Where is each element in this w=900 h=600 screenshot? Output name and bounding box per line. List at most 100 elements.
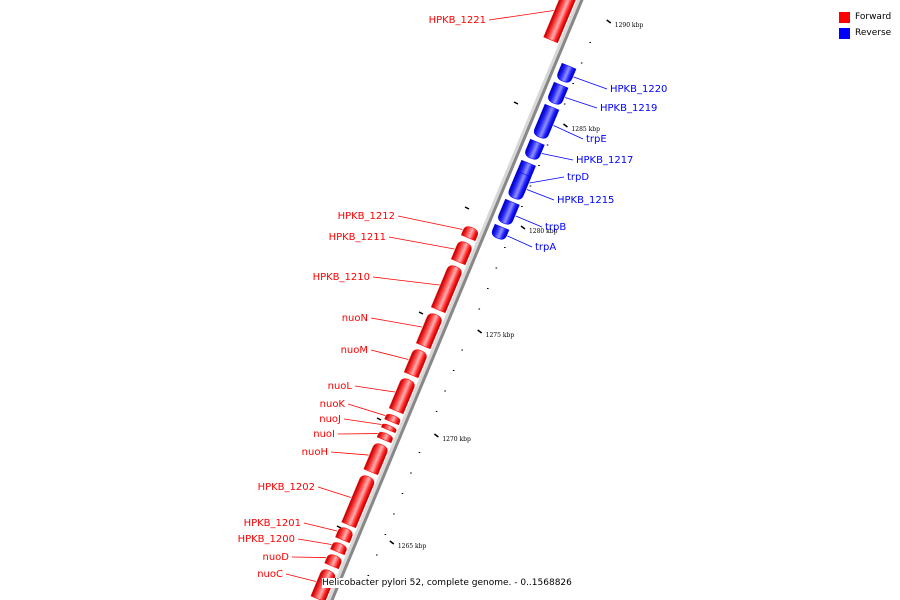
gene-label-hpkb-1211[interactable]: HPKB_1211 — [329, 232, 386, 243]
label-connector — [317, 486, 352, 498]
gene-nuol[interactable] — [388, 377, 416, 415]
minor-tick — [452, 370, 455, 371]
gene-hpkb-1219[interactable] — [547, 81, 569, 106]
minor-tick — [521, 206, 523, 207]
gene-hpkb-1220[interactable] — [556, 62, 577, 84]
gene-label-hpkb-1221[interactable]: HPKB_1221 — [429, 15, 486, 26]
tick-label: 1280 kbp — [529, 228, 558, 235]
gene-nuok[interactable] — [384, 413, 401, 426]
gene-arrow[interactable] — [547, 81, 569, 106]
gene-arrow[interactable] — [497, 198, 520, 226]
gene-hpkb-1217[interactable] — [524, 138, 545, 161]
label-connector — [553, 125, 584, 140]
gene-label-hpkb-1220[interactable]: HPKB_1220 — [610, 84, 667, 95]
gene-label-trpa[interactable]: trpA — [535, 242, 556, 253]
backbone-shadow — [327, 0, 582, 600]
gene-trpb[interactable] — [497, 198, 520, 226]
gene-arrow[interactable] — [363, 442, 389, 476]
gene-nuom[interactable] — [403, 348, 428, 379]
gene-hpkb-1215[interactable] — [507, 170, 532, 201]
minor-tick — [367, 575, 370, 576]
minor-tick — [376, 554, 378, 556]
gene-label-nuoc[interactable]: nuoC — [257, 569, 283, 580]
minor-tick — [589, 42, 592, 43]
minor-tick — [580, 62, 583, 64]
strand-tick — [336, 525, 342, 529]
label-connector — [372, 276, 440, 286]
gene-label-nuoi[interactable]: nuoI — [313, 429, 335, 440]
gene-hpkb-1201[interactable] — [335, 526, 354, 544]
gene-trpe[interactable] — [532, 103, 560, 140]
label-connector — [573, 76, 608, 90]
label-connector — [515, 215, 543, 228]
gene-label-hpkb-1200[interactable]: HPKB_1200 — [238, 534, 295, 545]
strand-tick — [418, 311, 424, 315]
gene-arrow[interactable] — [450, 240, 473, 266]
gene-arrow[interactable] — [415, 312, 443, 350]
gene-arrow[interactable] — [376, 431, 393, 444]
minor-tick — [393, 513, 395, 515]
gene-nuon[interactable] — [415, 312, 443, 350]
gene-trpa[interactable] — [490, 223, 510, 241]
gene-arrow[interactable] — [430, 264, 463, 314]
gene-arrow[interactable] — [490, 223, 510, 241]
gene-label-nuoj[interactable]: nuoJ — [319, 414, 341, 425]
gene-arrow[interactable] — [341, 474, 376, 529]
gene-nuoi[interactable] — [376, 431, 393, 444]
minor-tick — [478, 308, 481, 310]
gene-arrow[interactable] — [403, 348, 428, 379]
gene-arrow[interactable] — [330, 541, 348, 556]
gene-label-hpkb-1202[interactable]: HPKB_1202 — [258, 482, 315, 493]
gene-label-nuol[interactable]: nuoL — [328, 381, 353, 392]
label-connector — [370, 317, 422, 328]
gene-arrow[interactable] — [388, 377, 416, 415]
strand-tick — [513, 101, 519, 105]
gene-label-trpd[interactable]: trpD — [567, 172, 589, 183]
gene-label-hpkb-1201[interactable]: HPKB_1201 — [244, 518, 301, 529]
gene-nuoh[interactable] — [363, 442, 389, 476]
gene-label-nuok[interactable]: nuoK — [320, 399, 346, 410]
gene-label-hpkb-1219[interactable]: HPKB_1219 — [600, 103, 657, 114]
gene-label-nuon[interactable]: nuoN — [342, 313, 368, 324]
major-tick — [563, 123, 568, 128]
gene-label-hpkb-1215[interactable]: HPKB_1215 — [557, 195, 614, 206]
gene-hpkb-1221[interactable] — [543, 0, 580, 44]
tick-label: 1265 kbp — [398, 543, 427, 550]
gene-arrow[interactable] — [380, 423, 397, 434]
genome-backbone — [327, 0, 584, 600]
label-connector — [297, 538, 332, 545]
gene-label-nuod[interactable]: nuoD — [263, 552, 290, 563]
gene-arrow[interactable] — [460, 225, 479, 242]
minor-tick — [410, 472, 412, 474]
gene-arrow[interactable] — [507, 170, 532, 201]
gene-label-nuom[interactable]: nuoM — [341, 345, 368, 356]
gene-label-hpkb-1217[interactable]: HPKB_1217 — [576, 155, 633, 166]
gene-hpkb-1212[interactable] — [460, 225, 479, 242]
gene-arrow[interactable] — [543, 0, 580, 44]
gene-nuod[interactable] — [324, 553, 343, 570]
major-tick — [520, 225, 526, 230]
gene-label-trpb[interactable]: trpB — [545, 222, 566, 233]
label-connector — [354, 385, 395, 393]
gene-hpkb-1200[interactable] — [330, 541, 348, 556]
gene-label-hpkb-1210[interactable]: HPKB_1210 — [313, 272, 370, 283]
gene-label-nuoh[interactable]: nuoH — [302, 447, 328, 458]
gene-arrow[interactable] — [324, 553, 343, 570]
label-connector — [388, 236, 455, 250]
gene-track — [310, 0, 580, 600]
forward-swatch-icon — [839, 11, 850, 23]
gene-arrow[interactable] — [384, 413, 401, 426]
gene-hpkb-1211[interactable] — [450, 240, 473, 266]
gene-hpkb-1202[interactable] — [341, 474, 376, 529]
gene-nuoj[interactable] — [380, 423, 397, 434]
gene-arrow[interactable] — [524, 138, 545, 161]
gene-arrow[interactable] — [532, 103, 560, 140]
gene-arrow[interactable] — [556, 62, 577, 84]
gene-label-hpkb-1212[interactable]: HPKB_1212 — [338, 211, 395, 222]
gene-hpkb-1210[interactable] — [430, 264, 463, 314]
label-connector — [285, 573, 317, 582]
gene-arrow[interactable] — [335, 526, 354, 544]
gene-label-trpe[interactable]: trpE — [586, 134, 607, 145]
label-connector — [343, 418, 382, 425]
scale-ticks: 1290 kbp 1285 kbp 1280 kbp 1275 kbp 1270 kbp… — [336, 19, 643, 576]
